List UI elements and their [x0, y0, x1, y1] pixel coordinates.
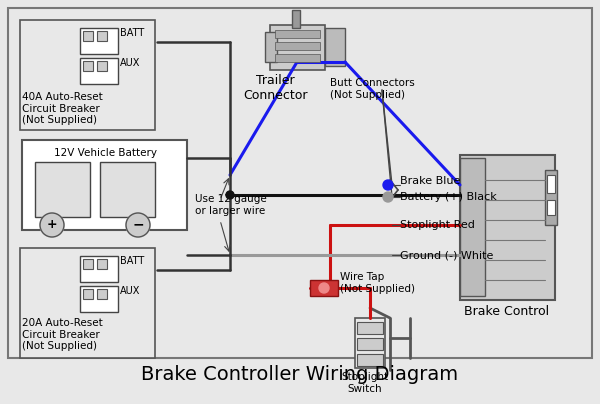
Text: Stoplight
Switch: Stoplight Switch — [341, 372, 389, 393]
Bar — [97, 61, 107, 71]
Text: Stoplight Red: Stoplight Red — [400, 220, 475, 230]
Bar — [8, 8, 592, 358]
Bar — [275, 42, 320, 50]
Circle shape — [383, 192, 393, 202]
Bar — [545, 170, 557, 225]
Bar — [460, 158, 485, 296]
Circle shape — [383, 180, 393, 190]
Text: Brake Control: Brake Control — [464, 305, 550, 318]
Bar — [97, 259, 107, 269]
Bar — [35, 162, 90, 217]
Bar — [80, 58, 118, 84]
Bar — [292, 10, 300, 28]
Text: 20A Auto-Reset
Circuit Breaker
(Not Supplied): 20A Auto-Reset Circuit Breaker (Not Supp… — [22, 318, 103, 351]
Bar — [83, 61, 93, 71]
Bar — [357, 354, 383, 366]
Bar — [80, 256, 118, 282]
Text: Brake Blue: Brake Blue — [400, 176, 460, 186]
Bar — [80, 286, 118, 312]
Text: BATT: BATT — [120, 256, 144, 266]
Text: Battery (+) Black: Battery (+) Black — [400, 192, 497, 202]
Text: Brake Controller Wiring Diagram: Brake Controller Wiring Diagram — [142, 365, 458, 384]
Text: Wire Tap
(Not Supplied): Wire Tap (Not Supplied) — [340, 272, 415, 294]
Bar — [270, 25, 325, 70]
Bar — [355, 318, 385, 368]
Text: Use 12 gauge
or larger wire: Use 12 gauge or larger wire — [195, 194, 267, 216]
Text: AUX: AUX — [120, 286, 140, 296]
Bar — [97, 31, 107, 41]
Bar — [325, 28, 345, 66]
Bar — [83, 289, 93, 299]
Bar — [20, 20, 155, 130]
Bar — [80, 28, 118, 54]
Bar — [357, 338, 383, 350]
Bar — [460, 155, 555, 300]
Bar — [265, 32, 277, 62]
Text: Butt Connectors
(Not Supplied): Butt Connectors (Not Supplied) — [330, 78, 415, 100]
Circle shape — [126, 213, 150, 237]
Circle shape — [40, 213, 64, 237]
Text: −: − — [132, 217, 144, 231]
Bar — [275, 54, 320, 62]
Text: 12V Vehicle Battery: 12V Vehicle Battery — [53, 148, 157, 158]
Bar — [20, 248, 155, 358]
Bar — [310, 280, 338, 296]
Bar — [83, 31, 93, 41]
Text: Ground (-) White: Ground (-) White — [400, 250, 493, 260]
Text: 40A Auto-Reset
Circuit Breaker
(Not Supplied): 40A Auto-Reset Circuit Breaker (Not Supp… — [22, 92, 103, 125]
Bar — [22, 140, 187, 230]
Circle shape — [319, 283, 329, 293]
Bar — [83, 259, 93, 269]
Text: AUX: AUX — [120, 58, 140, 68]
Bar — [275, 30, 320, 38]
Bar — [547, 175, 555, 193]
Text: +: + — [47, 217, 58, 231]
Bar — [547, 200, 555, 215]
Bar — [357, 322, 383, 334]
Circle shape — [226, 191, 234, 199]
Text: Trailer
Connector: Trailer Connector — [243, 74, 307, 102]
Text: BATT: BATT — [120, 28, 144, 38]
Bar — [100, 162, 155, 217]
Bar — [97, 289, 107, 299]
